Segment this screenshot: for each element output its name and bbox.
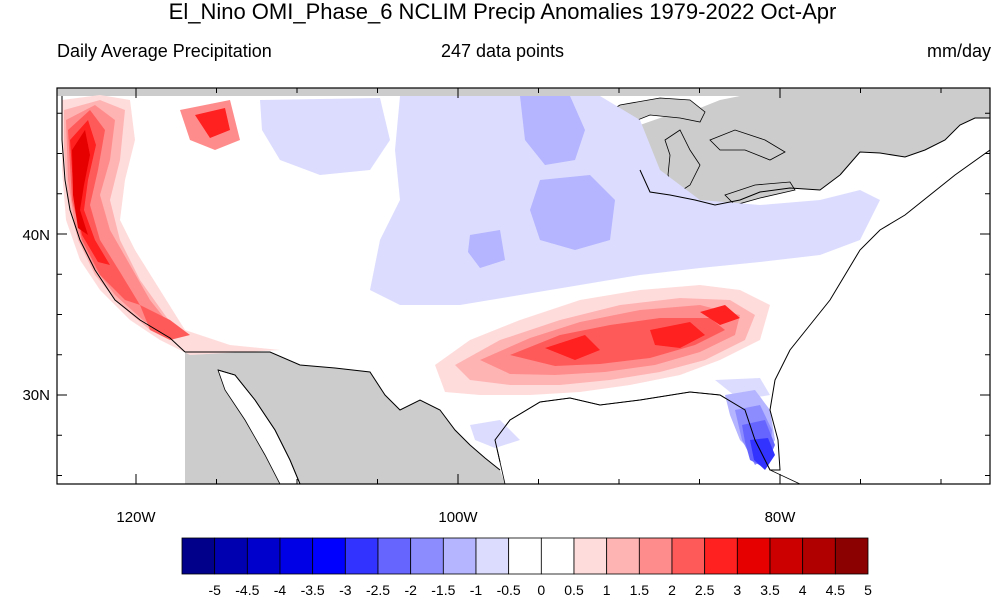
colorbar-swatch: [638, 537, 673, 575]
colorbar-swatch: [214, 537, 248, 575]
colorbar-swatch: [769, 537, 804, 575]
colorbar-swatch: [279, 537, 314, 575]
subtitle-units: mm/day: [926, 41, 991, 61]
colorbar-swatch: [181, 537, 216, 575]
axis-ticks: [57, 88, 990, 484]
colorbar-label: 0.5: [564, 582, 584, 597]
colorbar-label: 5: [864, 582, 872, 597]
colorbar-swatch: [508, 537, 542, 575]
colorbar-swatch: [834, 537, 869, 575]
lon-label-100w: 100W: [438, 509, 478, 526]
colorbar-label: -1.5: [431, 582, 455, 597]
colorbar-swatch: [736, 537, 771, 575]
colorbar-swatch: [671, 537, 706, 575]
colorbar-label: 2: [668, 582, 676, 597]
lat-label-40n: 40N: [22, 227, 50, 244]
colorbar-swatch: [802, 537, 836, 575]
colorbar-swatch: [442, 537, 477, 575]
colorbar-label: 3: [733, 582, 741, 597]
negative-anomalies: [260, 96, 880, 470]
colorbar-label: -3.5: [301, 582, 325, 597]
colorbar-swatch: [475, 537, 510, 575]
chart-title: El_Nino OMI_Phase_6 NCLIM Precip Anomali…: [168, 0, 837, 24]
colorbar-label: 3.5: [760, 582, 780, 597]
subtitle-center: 247 data points: [440, 41, 565, 61]
colorbar-label: 4: [799, 582, 807, 597]
boundaries: [61, 96, 990, 484]
atlantic: [770, 150, 990, 484]
colorbar-label: -4: [274, 582, 287, 597]
colorbar-swatch: [704, 537, 738, 575]
colorbar-swatch: [377, 537, 412, 575]
colorbar-label: 1: [603, 582, 611, 597]
colorbar-label: -2.5: [366, 582, 390, 597]
lat-label-30n: 30N: [22, 387, 50, 404]
colorbar-swatch: [540, 537, 575, 575]
colorbar-swatch: [312, 537, 346, 575]
pacific-coast: [57, 96, 185, 484]
colorbar-label: 2.5: [695, 582, 715, 597]
subtitle-left: Daily Average Precipitation: [57, 41, 272, 61]
colorbar-swatch: [246, 537, 281, 575]
colorbar: -5 -4.5 -4 -3.5 -3 -2.5 -2 -1.5 -1 -0.5 0 0.5 1 1.5 2 2…: [181, 537, 872, 597]
plot-frame: [56, 87, 991, 485]
positive-anomalies: [62, 95, 770, 395]
colorbar-swatch: [410, 537, 444, 575]
colorbar-label: 4.5: [826, 582, 846, 597]
lon-label-80w: 80W: [765, 509, 797, 526]
canada-mask: [57, 88, 990, 205]
colorbar-label: -0.5: [497, 582, 521, 597]
map-layers: [57, 88, 990, 484]
colorbar-label: -5: [208, 582, 221, 597]
lon-label-120w: 120W: [116, 509, 156, 526]
colorbar-label: -3: [339, 582, 352, 597]
colorbar-label: -1: [470, 582, 483, 597]
colorbar-label: 1.5: [630, 582, 650, 597]
colorbar-label: -4.5: [235, 582, 259, 597]
colorbar-label: -2: [404, 582, 417, 597]
colorbar-swatch: [606, 537, 640, 575]
colorbar-swatch: [344, 537, 379, 575]
colorbar-label: 0: [537, 582, 545, 597]
colorbar-swatch: [573, 537, 608, 575]
